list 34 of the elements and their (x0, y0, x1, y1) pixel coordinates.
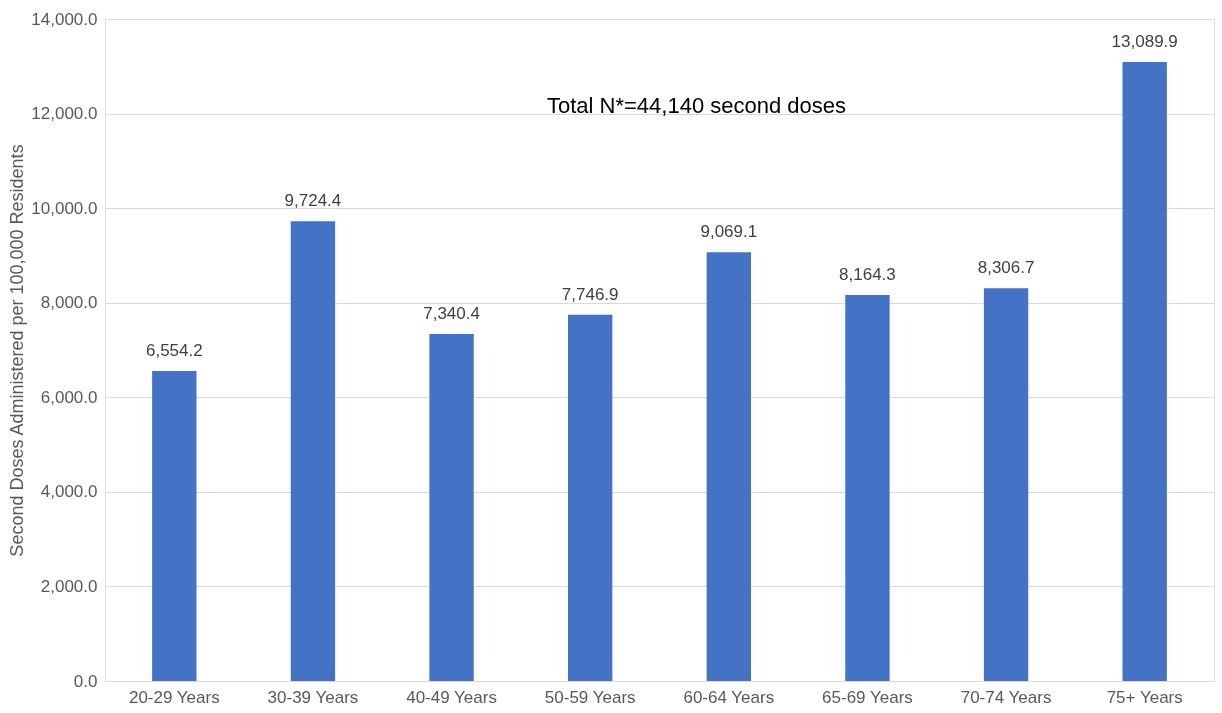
data-label: 7,746.9 (561, 284, 619, 304)
data-label: 8,164.3 (839, 264, 896, 284)
x-tick-label: 65-69 Years (822, 687, 913, 707)
y-tick-label: 8,000.0 (40, 293, 98, 313)
bar (1122, 62, 1167, 681)
y-tick-label: 2,000.0 (40, 576, 98, 596)
y-tick-label: 14,000.0 (31, 9, 98, 29)
data-label: 8,306.7 (977, 258, 1035, 278)
data-label: 9,069.1 (700, 222, 758, 242)
bar (152, 371, 197, 681)
y-axis-title: Second Doses Administered per 100,000 Residents (7, 144, 28, 557)
data-label: 7,340.4 (423, 303, 480, 323)
data-label: 6,554.2 (145, 341, 203, 361)
bar (845, 294, 890, 681)
y-tick-label: 10,000.0 (31, 198, 98, 218)
data-label: 13,089.9 (1111, 32, 1178, 52)
y-tick-label: 12,000.0 (31, 104, 98, 124)
y-tick-label: 6,000.0 (40, 387, 98, 407)
bar (983, 288, 1029, 681)
annotation: Total N*=44,140 second doses (546, 93, 846, 118)
data-label: 9,724.4 (284, 191, 342, 211)
bar (429, 333, 474, 681)
bar (568, 314, 613, 681)
x-tick-label: 20-29 Years (128, 687, 220, 707)
bar (706, 252, 751, 681)
y-tick-label: 4,000.0 (40, 482, 98, 502)
y-tick-label: 0.0 (73, 671, 98, 691)
x-tick-label: 75+ Years (1106, 687, 1183, 707)
bar (290, 221, 336, 681)
x-tick-label: 70-74 Years (960, 687, 1052, 707)
x-tick-label: 30-39 Years (267, 687, 359, 707)
x-tick-label: 50-59 Years (544, 687, 636, 707)
x-tick-label: 60-64 Years (683, 687, 775, 707)
x-tick-label: 40-49 Years (406, 687, 497, 707)
